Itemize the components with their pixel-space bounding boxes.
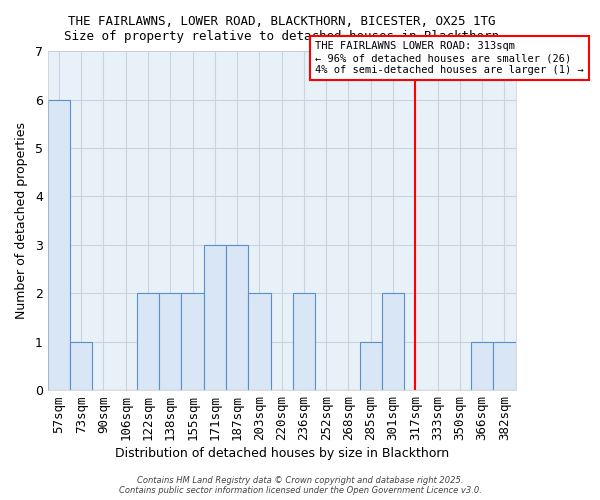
Title: THE FAIRLAWNS, LOWER ROAD, BLACKTHORN, BICESTER, OX25 1TG
Size of property relat: THE FAIRLAWNS, LOWER ROAD, BLACKTHORN, B…: [64, 15, 499, 43]
Y-axis label: Number of detached properties: Number of detached properties: [15, 122, 28, 319]
Bar: [159, 294, 181, 390]
Bar: [293, 294, 315, 390]
Bar: [359, 342, 382, 390]
Bar: [204, 245, 226, 390]
X-axis label: Distribution of detached houses by size in Blackthorn: Distribution of detached houses by size …: [115, 447, 449, 460]
Text: THE FAIRLAWNS LOWER ROAD: 313sqm
← 96% of detached houses are smaller (26)
4% of: THE FAIRLAWNS LOWER ROAD: 313sqm ← 96% o…: [315, 42, 584, 74]
Bar: [248, 294, 271, 390]
Bar: [382, 294, 404, 390]
Bar: [181, 294, 204, 390]
Bar: [137, 294, 159, 390]
Bar: [70, 342, 92, 390]
Bar: [471, 342, 493, 390]
Bar: [48, 100, 70, 390]
Text: Contains HM Land Registry data © Crown copyright and database right 2025.
Contai: Contains HM Land Registry data © Crown c…: [119, 476, 481, 495]
Bar: [493, 342, 515, 390]
Bar: [226, 245, 248, 390]
